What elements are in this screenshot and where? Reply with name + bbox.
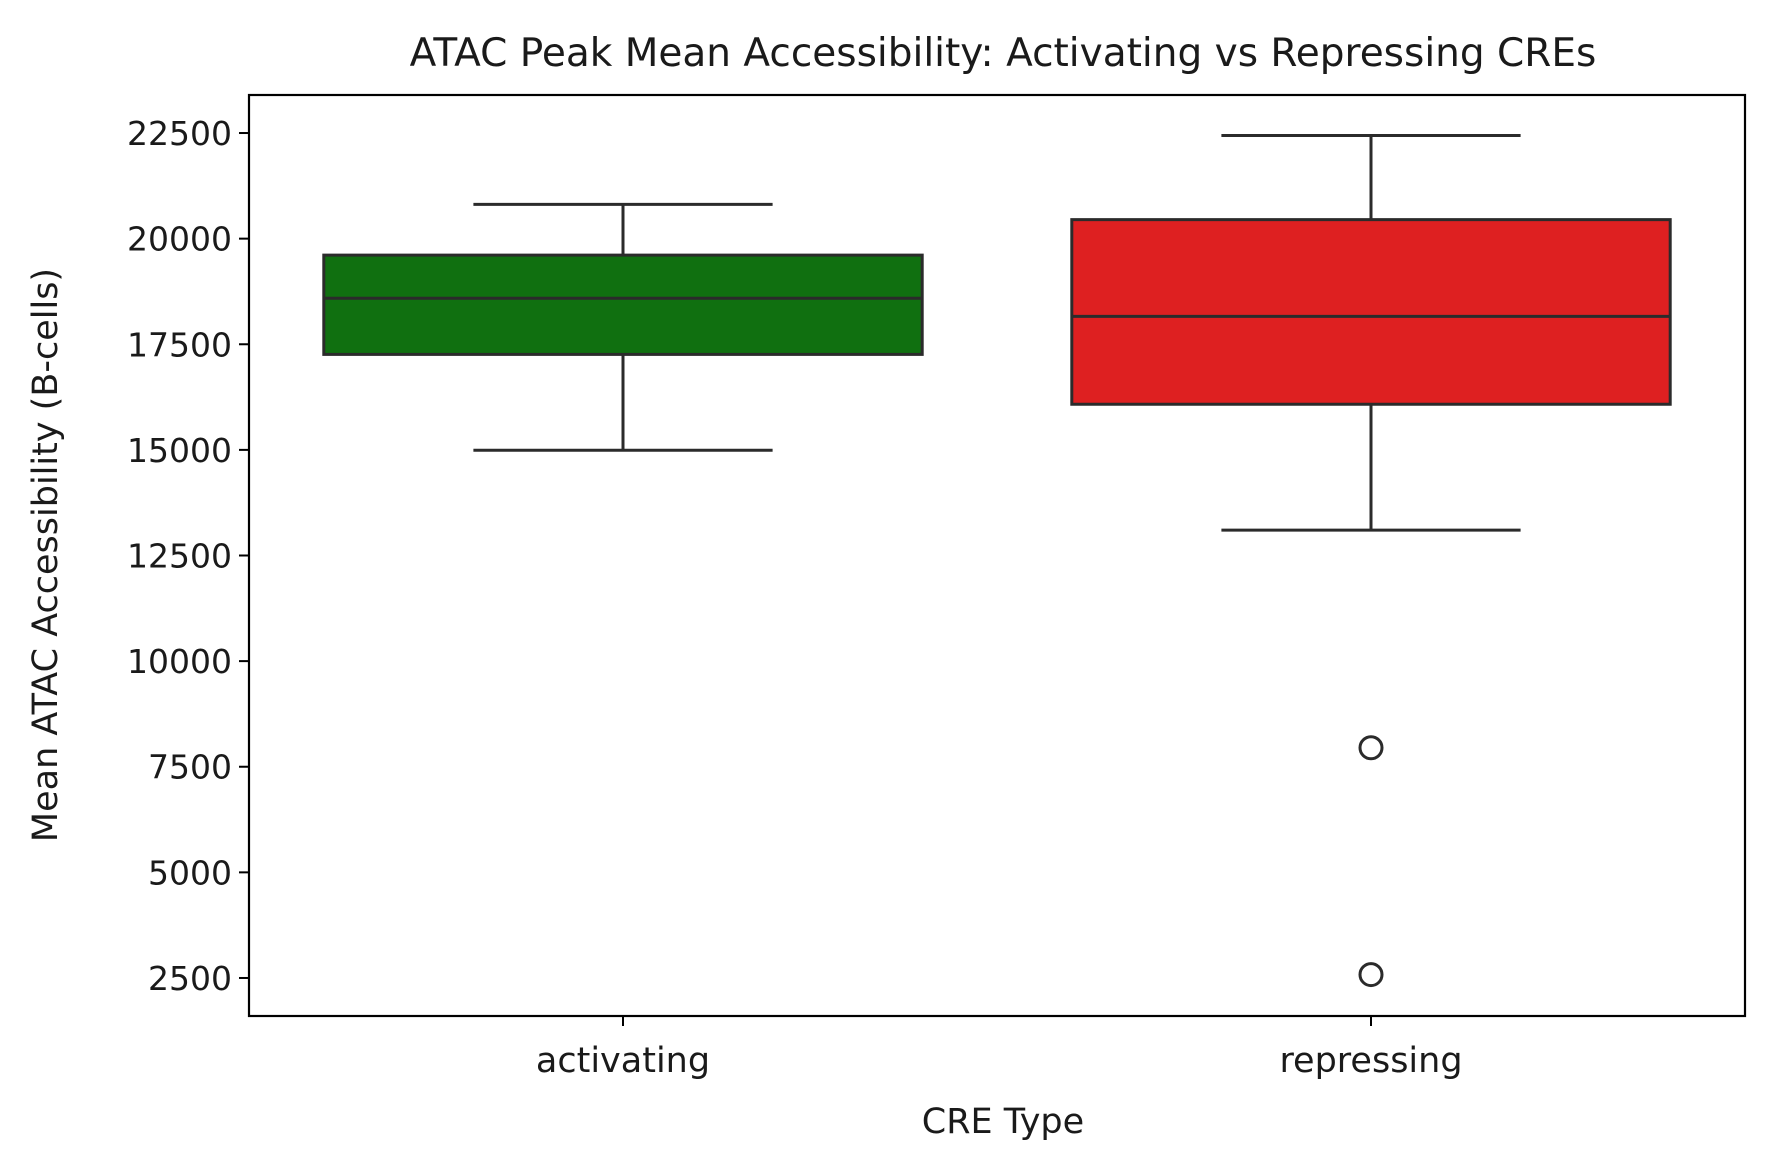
y-tick-label: 22500 — [127, 114, 232, 153]
y-tick-label: 17500 — [127, 325, 232, 364]
y-axis-label: Mean ATAC Accessibility (B-cells) — [26, 268, 66, 842]
box-repressing — [1070, 218, 1672, 406]
plot-area: 2500 5000 7500 10000 12500 15000 17500 20000 225… — [127, 93, 1747, 1081]
x-tick-label-repressing: repressing — [1279, 1041, 1462, 1081]
box-activating — [322, 253, 924, 356]
y-tick-label: 15000 — [127, 431, 232, 470]
y-tick-label: 12500 — [127, 537, 232, 576]
outlier-point-repressing — [1358, 735, 1384, 761]
plot-frame — [247, 93, 1747, 1018]
y-tick-label: 2500 — [148, 959, 232, 998]
x-axis-label: CRE Type — [922, 1102, 1084, 1142]
chart-title: ATAC Peak Mean Accessibility: Activating… — [410, 31, 1597, 76]
y-tick-label: 5000 — [148, 853, 232, 892]
outlier-point-repressing — [1358, 962, 1384, 988]
x-tick-label-activating: activating — [536, 1041, 710, 1081]
y-tick-label: 10000 — [127, 642, 232, 681]
y-tick-label: 20000 — [127, 220, 232, 259]
y-tick-label: 7500 — [148, 748, 232, 787]
